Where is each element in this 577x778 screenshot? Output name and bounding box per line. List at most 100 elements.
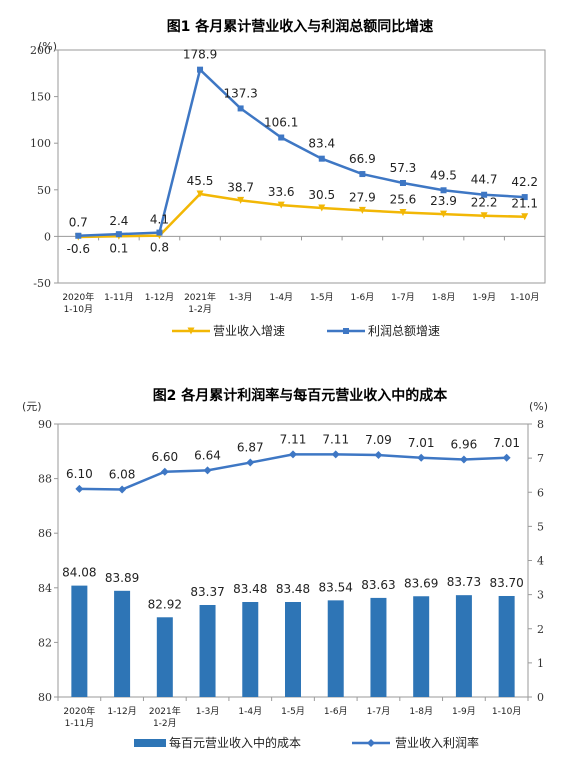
chart-1-data-label: 83.4 — [308, 137, 335, 151]
chart-2-x-tick-label: 1-11月 — [65, 718, 94, 729]
chart-2-line-label: 6.60 — [151, 450, 178, 464]
chart-1-series-point — [521, 213, 529, 221]
chart-1-series-point — [521, 194, 528, 201]
chart-2-x-tick-label: 1-5月 — [281, 706, 305, 717]
chart-2-bar — [71, 585, 88, 697]
chart-2-line-label: 7.11 — [322, 432, 349, 446]
chart-1-x-tick-label: 1-9月 — [472, 292, 496, 303]
chart-2-bar-label: 82.92 — [148, 597, 182, 611]
chart-1-series-point — [480, 212, 488, 220]
chart-2-right-tick-label: 8 — [537, 418, 544, 431]
chart-1-x-tick-label: 1-10月 — [64, 304, 93, 315]
chart-2-series-point — [160, 467, 169, 476]
chart-1-x-tick-label: 1-5月 — [310, 292, 334, 303]
chart-2-bar — [242, 601, 259, 697]
chart-2-bar-label: 83.54 — [319, 580, 353, 594]
chart-2-line-label: 6.96 — [451, 437, 478, 451]
chart-1-x-tick-label: 2020年 — [62, 291, 94, 303]
chart-2-legend-label: 每百元营业收入中的成本 — [169, 735, 301, 750]
chart-1-series-point — [399, 179, 406, 186]
chart-1-x-tick-label: 1-11月 — [104, 292, 133, 303]
chart-2-bar-label: 83.69 — [404, 576, 438, 590]
chart-2-x-tick-label: 1-2月 — [153, 718, 177, 729]
chart-1-series-point — [358, 206, 366, 214]
chart-2-bar-label: 84.08 — [62, 566, 96, 580]
chart-2-left-tick-label: 84 — [38, 582, 52, 595]
chart-2-bar — [285, 601, 301, 697]
chart-1-series-point — [237, 196, 245, 204]
chart-1-data-label: 23.9 — [430, 194, 457, 208]
chart-1-x-tick-label: 1-6月 — [351, 292, 375, 303]
chart-1-x-tick-label: 1-12月 — [145, 292, 174, 303]
chart-2-bar — [498, 595, 515, 697]
chart-1-data-label: 0.8 — [150, 241, 169, 255]
chart-2-series-point — [203, 466, 212, 475]
chart-1-data-label: 66.9 — [349, 152, 376, 166]
chart-2-bar — [370, 597, 387, 697]
chart-1-y-tick-label: 50 — [37, 184, 51, 197]
chart-2-bar — [199, 604, 216, 697]
chart-1-x-tick-label: 1-4月 — [269, 292, 293, 303]
chart-2-line-label: 6.10 — [66, 467, 93, 481]
chart-2-series-line — [79, 453, 507, 491]
chart-1-data-label: 0.1 — [109, 241, 128, 255]
chart-1-data-label: 33.6 — [268, 185, 295, 199]
chart-1-x-tick-label: 1-10月 — [510, 292, 539, 303]
chart-2-x-tick-label: 1-7月 — [367, 706, 391, 717]
chart-1-series-point — [318, 155, 325, 162]
chart-1-series-line — [78, 67, 525, 237]
chart-1-data-label: 178.9 — [183, 48, 217, 62]
chart-2-line-label: 7.09 — [365, 433, 392, 447]
chart-1-data-label: 4.1 — [150, 213, 169, 227]
chart-1-plot-frame — [57, 49, 546, 284]
chart-1-legend-marker — [343, 328, 349, 334]
chart-2-right-tick-label: 7 — [537, 452, 544, 465]
chart-2-bar — [114, 590, 131, 697]
chart-2-series-point — [118, 485, 127, 494]
chart-1-series-point — [75, 232, 82, 239]
chart-2-left-tick-label: 88 — [38, 473, 52, 486]
chart-1-data-label: 0.7 — [69, 216, 88, 230]
chart-1-series-point — [196, 190, 204, 198]
chart-2-line-label: 6.64 — [194, 448, 221, 462]
chart-1-series-point — [481, 191, 488, 198]
chart-2-series-point — [75, 484, 84, 493]
chart-2-right-unit: (%) — [529, 400, 548, 413]
chart-1-series-point — [440, 187, 447, 194]
chart-2-series-point — [374, 451, 383, 460]
chart-2-x-tick-label: 1-6月 — [324, 706, 348, 717]
chart-1-data-label: 44.7 — [471, 173, 498, 187]
chart-1-x-tick-label: 1-7月 — [391, 292, 415, 303]
chart-2-legend-marker — [367, 739, 375, 747]
chart-1-series-point — [359, 171, 366, 178]
chart-1-series-point — [399, 209, 407, 217]
chart-2-bar-label: 83.73 — [447, 575, 481, 589]
chart-1-y-tick-label: 100 — [30, 137, 51, 150]
chart-2-line-label: 7.11 — [280, 432, 307, 446]
chart-2-right-tick-label: 4 — [537, 555, 544, 568]
chart-2-bar — [455, 595, 472, 697]
chart-2-left-tick-label: 90 — [38, 418, 52, 431]
chart-1-series-point — [237, 105, 244, 112]
chart-1-x-tick-label: 1-2月 — [188, 304, 212, 315]
chart-1-data-label: 137.3 — [223, 86, 257, 100]
chart-2-line-label: 6.87 — [237, 441, 264, 455]
chart-1-series-point — [318, 204, 326, 212]
chart-1-data-label: 2.4 — [109, 214, 128, 228]
chart-2-left-tick-label: 80 — [38, 691, 52, 704]
chart-2-line-label: 7.01 — [493, 436, 520, 450]
chart-1-data-label: 21.1 — [511, 197, 538, 211]
chart-2-x-tick-label: 2021年 — [149, 705, 181, 717]
chart-1-data-label: 30.5 — [308, 188, 335, 202]
chart-1-series-point — [278, 134, 285, 141]
chart-1-y-tick-label: 0 — [44, 230, 51, 243]
chart-2-legend-label: 营业收入利润率 — [395, 735, 479, 750]
chart-1-data-label: 22.2 — [471, 196, 498, 210]
chart-1-svg: 图1 各月累计营业收入与利润总额同比增速 (%) -50 0 50 100 150 200… — [30, 18, 546, 338]
chart-1-y-unit: (%) — [38, 40, 57, 53]
chart-2-right-tick-label: 6 — [537, 486, 544, 499]
chart-2-right-tick-label: 1 — [537, 657, 544, 670]
chart-2-bar-label: 83.48 — [233, 582, 267, 596]
chart-2-legend-swatch — [134, 739, 166, 747]
